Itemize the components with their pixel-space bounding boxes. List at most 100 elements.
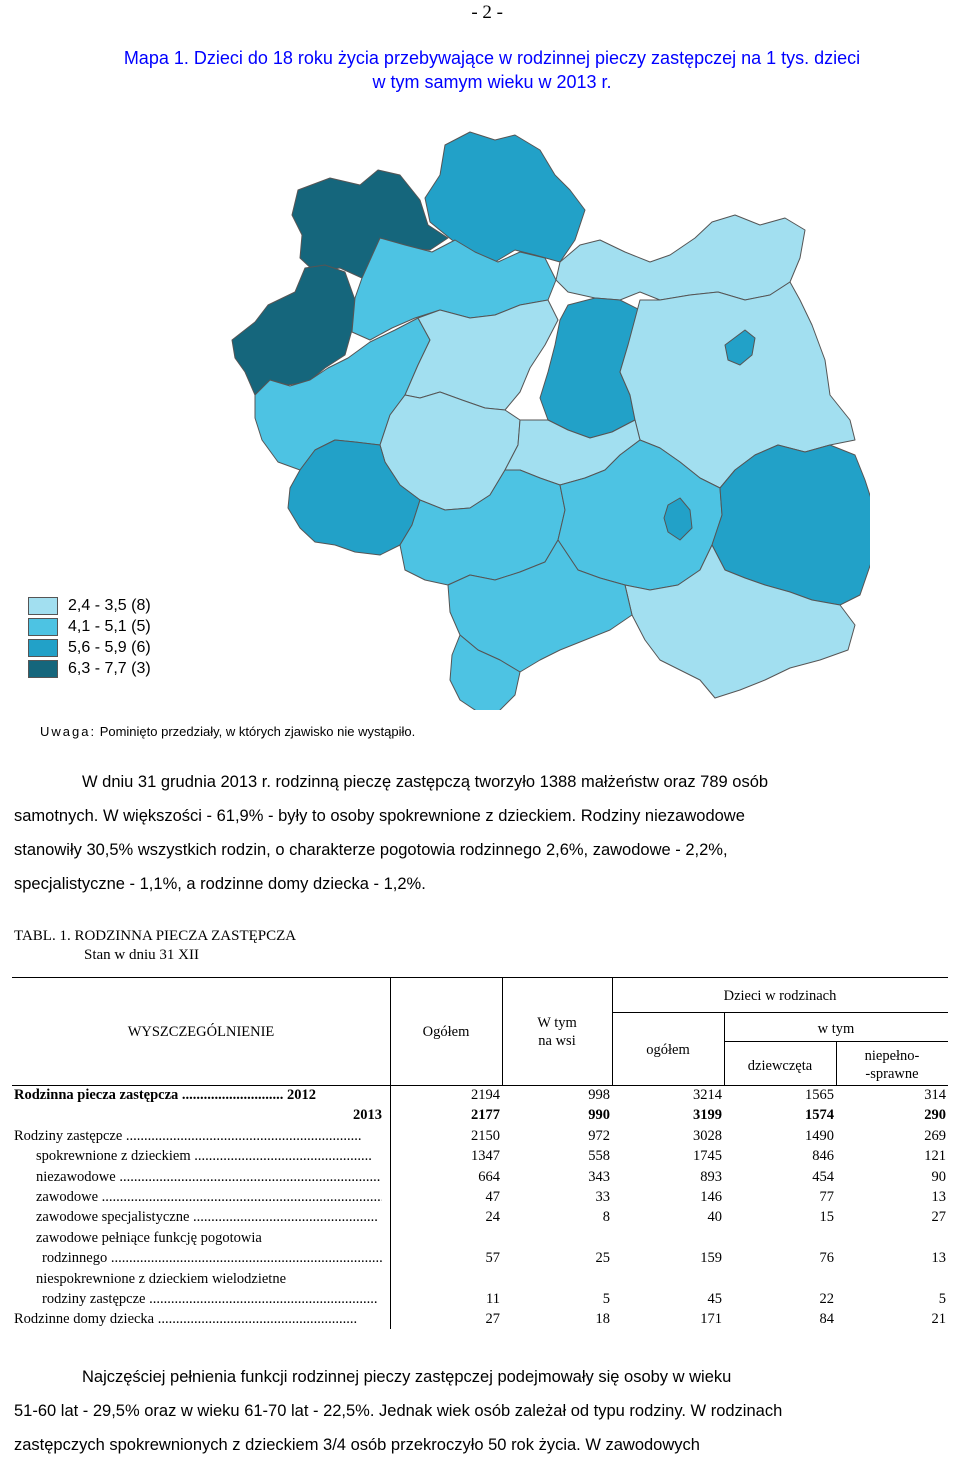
paragraph-2-line: 51-60 lat - 29,5% oraz w wieku 61-70 lat… bbox=[14, 1402, 783, 1420]
map-region-south-far bbox=[624, 544, 856, 699]
table-vrule bbox=[836, 1041, 837, 1085]
legend-item: 4,1 - 5,1 (5) bbox=[28, 616, 151, 637]
map-region-se-enclave bbox=[663, 497, 693, 541]
row-value: 121 bbox=[924, 1148, 946, 1165]
legend-swatch bbox=[28, 659, 58, 678]
header-rural-line2: na wsi bbox=[538, 1033, 576, 1049]
row-value: 90 bbox=[931, 1168, 947, 1185]
table-row: zawodowe ...............................… bbox=[12, 1189, 948, 1209]
row-value: 1745 bbox=[693, 1148, 722, 1165]
legend-swatch bbox=[28, 638, 58, 657]
table-row: Rodzinna piecza zastępcza ..............… bbox=[12, 1087, 948, 1107]
header-girls: dziewczęta bbox=[747, 1058, 813, 1074]
row-value: 290 bbox=[924, 1107, 946, 1124]
row-label: 2013 bbox=[353, 1107, 382, 1124]
legend-swatch bbox=[28, 617, 58, 636]
table-row: rodziny zastępcze ......................… bbox=[12, 1291, 948, 1311]
header-disabled-line2: -sprawne bbox=[865, 1066, 919, 1082]
table-rule-header-bottom bbox=[12, 1085, 948, 1086]
row-value: 1565 bbox=[805, 1087, 834, 1103]
header-of-which: w tym bbox=[817, 1021, 855, 1037]
table-vrule bbox=[724, 1012, 725, 1085]
row-value: 33 bbox=[595, 1189, 611, 1205]
row-value: 57 bbox=[485, 1250, 501, 1267]
row-value: 269 bbox=[924, 1127, 946, 1144]
row-value: 27 bbox=[931, 1209, 947, 1226]
row-value: 27 bbox=[485, 1311, 501, 1328]
row-label: rodziny zastępcze ......................… bbox=[42, 1291, 378, 1307]
header-disabled: niepełno- -sprawne bbox=[836, 1047, 948, 1083]
row-value: 15 bbox=[819, 1209, 835, 1226]
table-vrule bbox=[390, 1085, 391, 1329]
row-label: zawodowe specjalistyczne ...............… bbox=[36, 1209, 378, 1226]
table-title: TABL. 1. RODZINNA PIECZA ZASTĘPCZA bbox=[14, 928, 297, 944]
row-value: 84 bbox=[819, 1311, 835, 1328]
map-legend: 2,4 - 3,5 (8) 4,1 - 5,1 (5) 5,6 - 5,9 (6… bbox=[28, 595, 151, 679]
table-row: Rodzinne domy dziecka ..................… bbox=[12, 1311, 948, 1331]
map-region-north-east bbox=[555, 214, 806, 301]
paragraph-2: Najczęściej pełnienia funkcji rodzinnej … bbox=[14, 1360, 958, 1462]
table-row: niespokrewnione z dzieckiem wielodzietne bbox=[12, 1271, 948, 1291]
row-value: 159 bbox=[700, 1250, 722, 1267]
table-subtitle: Stan w dniu 31 XII bbox=[84, 947, 199, 963]
row-value: 846 bbox=[812, 1148, 834, 1165]
table-rule-children bbox=[612, 1012, 948, 1013]
table-row: spokrewnione z dzieckiem ...............… bbox=[12, 1148, 948, 1168]
table-vrule bbox=[390, 977, 391, 1085]
map-region-north-top bbox=[424, 131, 586, 263]
row-value: 24 bbox=[485, 1209, 501, 1226]
paragraph-1-line: specjalistyczne - 1,1%, a rodzinne domy … bbox=[14, 875, 426, 893]
table-vrule bbox=[612, 977, 613, 1085]
map-title: Mapa 1. Dzieci do 18 roku życia przebywa… bbox=[62, 46, 922, 94]
map-region-center-north bbox=[404, 299, 559, 411]
paragraph-2-line: Najczęściej pełnienia funkcji rodzinnej … bbox=[82, 1368, 732, 1386]
paragraph-2-line: zastępczych spokrewnionych z dzieckiem 3… bbox=[14, 1436, 700, 1454]
header-rural-line1: W tym bbox=[537, 1015, 577, 1031]
header-spec: WYSZCZEGÓLNIENIE bbox=[127, 1024, 275, 1040]
paragraph-1-line: stanowiły 30,5% wszystkich rodzin, o cha… bbox=[14, 841, 728, 859]
page-number: - 2 - bbox=[471, 2, 503, 23]
row-value: 2150 bbox=[471, 1127, 500, 1144]
table-row: zawodowe pełniące funkcję pogotowia bbox=[12, 1230, 948, 1250]
row-value: 3214 bbox=[693, 1087, 722, 1103]
table-row: zawodowe specjalistyczne ...............… bbox=[12, 1209, 948, 1229]
row-value: 40 bbox=[707, 1209, 723, 1226]
row-value: 5 bbox=[938, 1291, 946, 1307]
legend-label: 4,1 - 5,1 (5) bbox=[68, 617, 151, 635]
row-value: 664 bbox=[478, 1168, 500, 1185]
row-value: 76 bbox=[819, 1250, 835, 1267]
row-value: 5 bbox=[602, 1291, 610, 1307]
row-value: 998 bbox=[588, 1087, 610, 1103]
row-value: 454 bbox=[812, 1168, 834, 1185]
legend-item: 6,3 - 7,7 (3) bbox=[28, 658, 151, 679]
table-row: Rodziny zastępcze ......................… bbox=[12, 1128, 948, 1148]
row-value: 21 bbox=[931, 1311, 947, 1328]
row-value: 2177 bbox=[471, 1107, 500, 1124]
row-label: zawodowe ...............................… bbox=[36, 1189, 382, 1205]
row-value: 77 bbox=[819, 1189, 835, 1205]
header-children-total: ogółem bbox=[646, 1042, 690, 1058]
map-region-east-enclave bbox=[724, 329, 756, 366]
legend-label: 5,6 - 5,9 (6) bbox=[68, 638, 151, 656]
map-region-far-south bbox=[449, 634, 521, 710]
legend-item: 5,6 - 5,9 (6) bbox=[28, 637, 151, 658]
table-row: rodzinnego .............................… bbox=[12, 1250, 948, 1270]
row-value: 45 bbox=[707, 1291, 723, 1307]
map-title-line2: w tym samym wieku w 2013 r. bbox=[372, 72, 612, 92]
map-note: Uwaga: Pominięto przedziały, w których z… bbox=[40, 724, 415, 739]
table-row: niezawodowe ............................… bbox=[12, 1169, 948, 1189]
row-label: niezawodowe ............................… bbox=[36, 1168, 381, 1185]
legend-item: 2,4 - 3,5 (8) bbox=[28, 595, 151, 616]
row-value: 11 bbox=[486, 1291, 500, 1307]
legend-swatch bbox=[28, 596, 58, 615]
row-label: niespokrewnione z dzieckiem wielodzietne bbox=[36, 1270, 287, 1287]
row-value: 1574 bbox=[805, 1107, 834, 1124]
row-label: spokrewnione z dzieckiem ...............… bbox=[36, 1148, 372, 1165]
row-value: 893 bbox=[700, 1168, 722, 1185]
choropleth-map bbox=[231, 131, 870, 710]
row-label: Rodzinna piecza zastępcza ..............… bbox=[14, 1087, 317, 1103]
row-value: 22 bbox=[819, 1291, 835, 1307]
table-vrule bbox=[502, 977, 503, 1085]
header-total: Ogółem bbox=[422, 1024, 470, 1040]
paragraph-1-line: samotnych. W większości - 61,9% - były t… bbox=[14, 807, 745, 825]
